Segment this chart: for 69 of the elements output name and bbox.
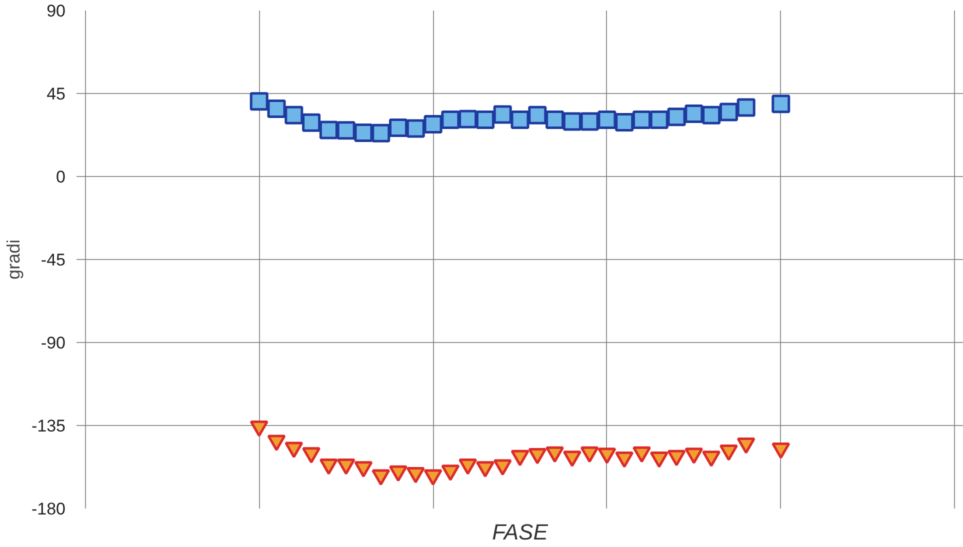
point	[302, 447, 321, 464]
point	[441, 110, 460, 129]
point	[493, 459, 512, 476]
point	[632, 446, 651, 463]
point	[389, 465, 408, 482]
point	[684, 448, 704, 464]
point	[336, 121, 356, 140]
point	[250, 92, 268, 111]
y-tick-label: 0	[56, 168, 66, 186]
point	[736, 438, 756, 454]
point	[736, 98, 756, 117]
point	[372, 469, 390, 486]
point	[510, 450, 530, 466]
point	[580, 446, 599, 463]
point	[528, 448, 547, 464]
point	[772, 94, 790, 114]
point	[284, 442, 304, 458]
y-axis-title: gradi	[3, 239, 24, 280]
point	[424, 469, 442, 486]
point	[476, 110, 494, 129]
point	[354, 124, 373, 142]
point	[284, 106, 304, 124]
point	[615, 452, 634, 468]
point	[719, 444, 738, 461]
point	[650, 452, 668, 468]
y-tick-label: -180	[31, 500, 66, 518]
point	[684, 104, 704, 124]
point	[406, 119, 425, 138]
point	[580, 112, 599, 131]
y-tick-label: 45	[46, 84, 66, 104]
point	[476, 461, 494, 478]
point	[267, 434, 286, 452]
point	[667, 108, 686, 126]
point	[702, 106, 721, 124]
y-tick-label: 90	[46, 2, 66, 20]
point	[354, 461, 373, 478]
point	[598, 110, 616, 129]
point	[319, 120, 338, 140]
point	[319, 458, 338, 475]
point	[546, 110, 564, 129]
point	[667, 450, 686, 466]
point	[562, 112, 582, 131]
point	[510, 110, 530, 129]
point	[493, 105, 512, 124]
point	[302, 113, 321, 132]
point	[424, 115, 442, 134]
y-tick-label: -135	[31, 416, 66, 436]
point	[632, 110, 651, 129]
point	[719, 102, 738, 122]
point	[598, 448, 616, 464]
point	[250, 420, 268, 437]
x-axis-title: FASE	[492, 520, 548, 544]
point	[406, 467, 425, 484]
y-tick-label: -90	[40, 334, 66, 352]
point	[458, 110, 478, 128]
point	[458, 458, 478, 475]
point	[702, 450, 721, 467]
point	[528, 106, 547, 124]
point	[546, 446, 564, 463]
point	[267, 100, 286, 118]
point	[615, 113, 634, 132]
point	[372, 124, 390, 142]
point	[772, 442, 790, 459]
point	[389, 118, 408, 138]
point	[336, 458, 356, 475]
y-tick-label: -45	[40, 250, 66, 270]
point	[562, 450, 582, 467]
point	[441, 464, 460, 481]
point	[650, 110, 668, 129]
